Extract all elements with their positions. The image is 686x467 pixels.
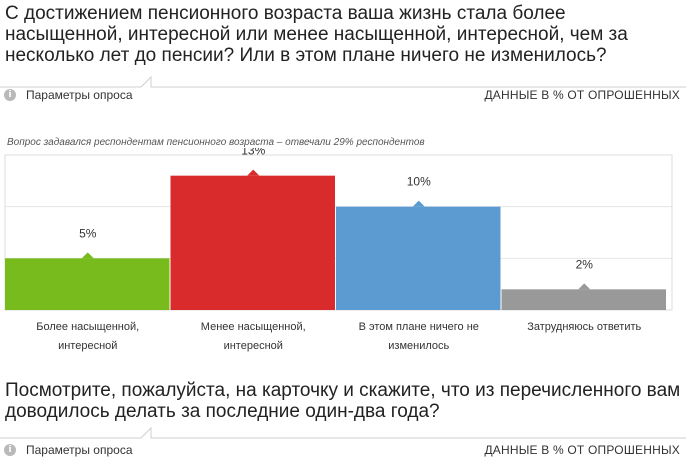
params-row: i Параметры опроса ДАННЫЕ В % ОТ ОПРОШЕН…: [0, 88, 686, 108]
bar: [501, 289, 666, 310]
divider: [0, 75, 686, 88]
category-label: Более насыщенной,: [36, 321, 139, 333]
data-note: ДАННЫЕ В % ОТ ОПРОШЕННЫХ: [484, 88, 680, 102]
bar-marker: [81, 252, 94, 259]
bar-chart: 5% Более насыщенной, интересной 13% Менее на…: [4, 148, 673, 352]
data-label: 2%: [576, 257, 594, 271]
info-icon: i: [4, 444, 16, 456]
data-label: 13%: [241, 148, 265, 158]
bar: [336, 206, 501, 310]
bar-marker: [578, 283, 591, 290]
params-row: i Параметры опроса ДАННЫЕ В % ОТ ОПРОШЕН…: [0, 443, 686, 463]
category-label: изменилось: [388, 340, 449, 352]
survey-params-label: Параметры опроса: [26, 88, 133, 102]
category-label: интересной: [224, 340, 283, 352]
survey-params-link[interactable]: i Параметры опроса: [4, 443, 133, 457]
category-label: Затрудняюсь ответить: [527, 321, 641, 333]
chart-subnote: Вопрос задавался респондентам пенсионног…: [7, 137, 425, 148]
bar: [170, 175, 335, 310]
category-label: интересной: [58, 340, 117, 352]
question-title: Посмотрите, пожалуйста, на карточку и ск…: [5, 380, 681, 422]
data-label: 10%: [407, 175, 431, 189]
bar: [5, 258, 170, 310]
survey-params-link[interactable]: i Параметры опроса: [4, 88, 133, 102]
data-label: 5%: [79, 226, 97, 240]
bar-marker: [412, 200, 425, 207]
survey-params-label: Параметры опроса: [26, 443, 133, 457]
info-icon: i: [4, 89, 16, 101]
data-note: ДАННЫЕ В % ОТ ОПРОШЕННЫХ: [484, 443, 680, 457]
category-label: Менее насыщенной,: [201, 321, 306, 333]
question-title: С достижением пенсионного возраста ваша …: [5, 3, 628, 66]
divider: [0, 426, 686, 439]
category-label: В этом плане ничего не: [359, 321, 479, 333]
bar-marker: [247, 169, 260, 176]
